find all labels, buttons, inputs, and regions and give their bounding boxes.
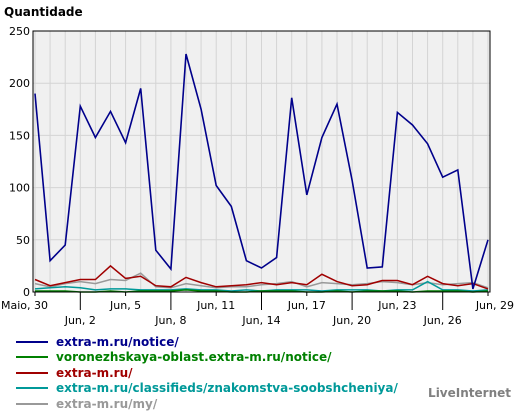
x-tick-label: Maio, 30 [1, 299, 48, 312]
legend-swatch [16, 402, 48, 405]
y-tick-label: 50 [16, 234, 30, 247]
line-chart: Quantidade 0 50 100 150 200 250 Maio, 30 Jun, 2… [1, 5, 514, 327]
x-tick-label: Jun, 23 [377, 299, 416, 312]
legend-swatch [16, 356, 48, 359]
legend-item: extra-m.ru/my/ [16, 396, 398, 412]
x-tick-label: Jun, 17 [287, 299, 326, 312]
x-tick-label: Jun, 26 [423, 314, 462, 327]
x-tick-label: Jun, 14 [241, 314, 280, 327]
legend-swatch [16, 340, 48, 343]
legend-item: extra-m.ru/classifieds/znakomstva-soobsh… [16, 381, 398, 397]
legend-swatch [16, 387, 48, 390]
legend-label: extra-m.ru/notice/ [56, 334, 179, 349]
y-tick-label: 100 [9, 182, 30, 195]
x-tick-label: Jun, 29 [475, 299, 514, 312]
series-line-extra-m-ru-notice [34, 53, 489, 290]
legend-label: extra-m.ru/ [56, 365, 133, 380]
y-tick-label: 150 [9, 129, 30, 142]
legend-label: voronezhskaya-oblast.extra-m.ru/notice/ [56, 350, 332, 365]
x-tick-label: Jun, 11 [196, 299, 235, 312]
y-tick-label: 250 [9, 25, 30, 38]
legend-swatch [16, 371, 48, 374]
legend-item: extra-m.ru/ [16, 365, 398, 381]
legend-label: extra-m.ru/classifieds/znakomstva-soobsh… [56, 381, 398, 396]
x-tick-label: Jun, 20 [332, 314, 371, 327]
legend: extra-m.ru/notice/voronezhskaya-oblast.e… [16, 334, 398, 412]
legend-item: extra-m.ru/notice/ [16, 334, 398, 350]
y-axis-label: Quantidade [4, 5, 83, 19]
legend-item: voronezhskaya-oblast.extra-m.ru/notice/ [16, 350, 398, 366]
x-tick-label: Jun, 5 [109, 299, 141, 312]
x-tick-label: Jun, 2 [64, 314, 96, 327]
plot-frame [32, 30, 491, 293]
series-line-extra-m-ru [34, 264, 489, 290]
y-tick-label: 200 [9, 77, 30, 90]
y-tick-label: 0 [23, 286, 30, 299]
legend-label: extra-m.ru/my/ [56, 396, 158, 411]
liveinternet-credit: LiveInternet [428, 386, 511, 400]
grid [33, 30, 490, 293]
axis-ticks: 0 50 100 150 200 250 Maio, 30 Jun, 2 Jun, 5 Jun, … [1, 25, 514, 327]
x-tick-label: Jun, 8 [154, 314, 186, 327]
